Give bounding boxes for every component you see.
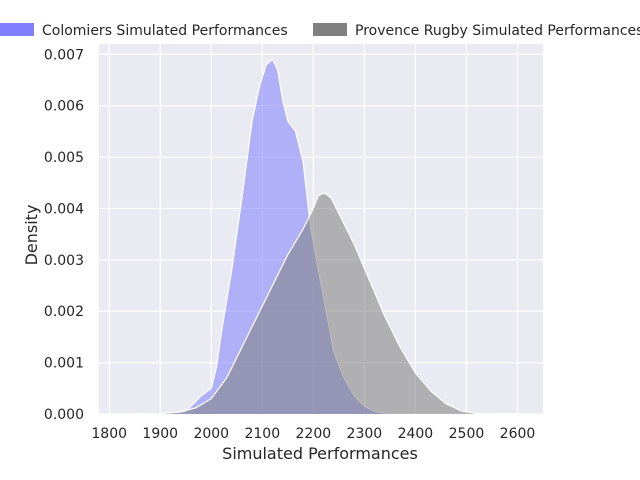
x-tick-label: 2300 <box>347 426 383 442</box>
x-tick-label: 1900 <box>142 426 178 442</box>
x-tick-label: 2500 <box>449 426 485 442</box>
y-tick-label: 0.002 <box>44 304 84 320</box>
y-tick-label: 0.001 <box>44 356 84 372</box>
x-tick-label: 1800 <box>91 426 127 442</box>
y-tick-label: 0.000 <box>44 407 84 423</box>
x-axis-label: Simulated Performances <box>222 444 418 463</box>
legend-swatch-1 <box>0 23 34 36</box>
x-tick-label: 2100 <box>244 426 280 442</box>
x-tick-label: 2000 <box>193 426 229 442</box>
x-axis-ticks: 1800 1900 2000 2100 2200 2300 2400 2500 2600 <box>91 426 535 442</box>
series-area-2 <box>129 193 523 414</box>
series-layer <box>129 58 523 415</box>
y-tick-label: 0.005 <box>44 150 84 166</box>
x-tick-label: 2400 <box>398 426 434 442</box>
series-area-1 <box>160 59 390 415</box>
x-tick-label: 2200 <box>296 426 332 442</box>
y-axis-label: Density <box>22 205 41 266</box>
series-line-2 <box>129 192 523 415</box>
y-tick-label: 0.007 <box>44 47 84 63</box>
x-tick-label: 2600 <box>500 426 536 442</box>
legend-swatch-2 <box>313 23 347 36</box>
y-axis-ticks: 0.000 0.001 0.002 0.003 0.004 0.005 0.006 0.007 <box>44 47 84 423</box>
legend-label-1: Colomiers Simulated Performances <box>42 23 288 39</box>
y-tick-label: 0.003 <box>44 253 84 269</box>
legend-label-2: Provence Rugby Simulated Performances <box>355 23 640 39</box>
y-tick-label: 0.006 <box>44 99 84 115</box>
y-tick-label: 0.004 <box>44 201 84 217</box>
legend: Colomiers Simulated Performances Provence… <box>0 23 640 39</box>
